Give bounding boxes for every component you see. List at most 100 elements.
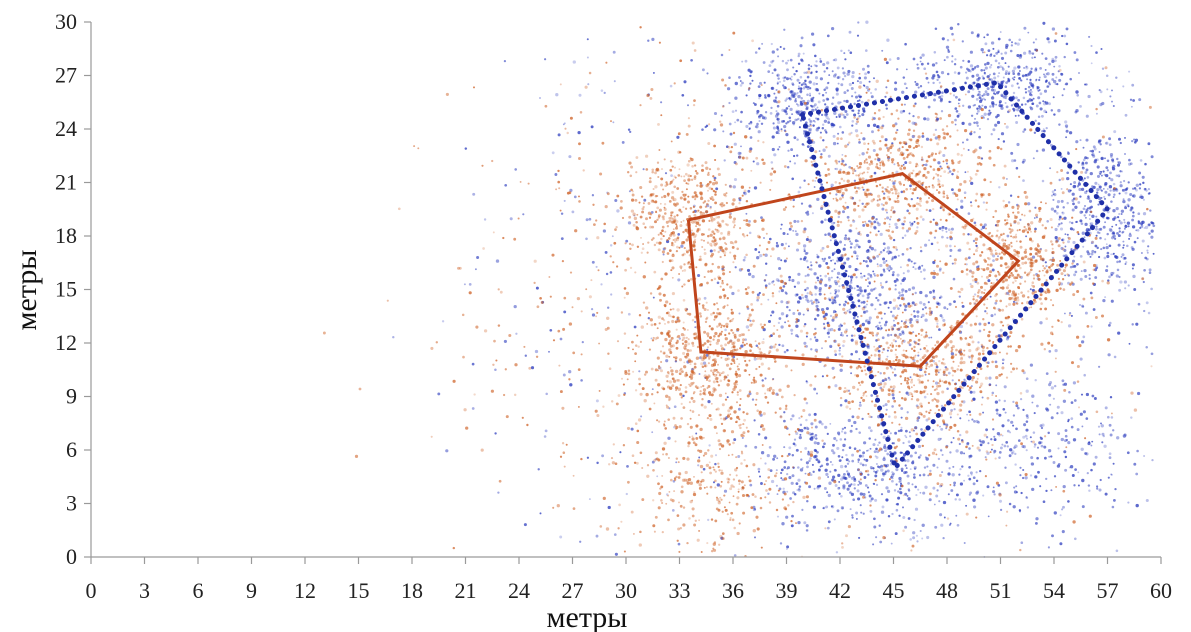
scatter-point (852, 316, 856, 320)
scatter-point (911, 134, 915, 139)
scatter-point (800, 428, 804, 433)
scatter-point (887, 159, 890, 162)
scatter-point (503, 59, 507, 63)
scatter-point (883, 221, 887, 225)
scatter-point (977, 341, 980, 344)
scatter-point (749, 136, 753, 139)
scatter-point (1027, 257, 1030, 261)
scatter-point (1024, 248, 1028, 251)
scatter-point (951, 32, 954, 36)
scatter-point (794, 118, 798, 122)
scatter-point (881, 207, 885, 211)
scatter-point (932, 158, 936, 162)
scatter-point (693, 235, 697, 239)
scatter-point (1129, 192, 1133, 197)
scatter-point (881, 190, 884, 193)
scatter-point (886, 489, 891, 494)
scatter-point (890, 542, 893, 545)
scatter-point (1061, 379, 1065, 383)
scatter-point (483, 218, 487, 221)
scatter-point (834, 301, 837, 304)
scatter-point (907, 482, 910, 485)
scatter-point (1071, 262, 1074, 265)
scatter-point (936, 183, 940, 187)
scatter-point (701, 128, 704, 131)
scatter-point (1076, 262, 1079, 266)
scatter-point (1069, 183, 1072, 186)
scatter-point (940, 97, 943, 101)
scatter-point (1044, 68, 1047, 71)
scatter-point (955, 449, 959, 453)
scatter-point (865, 20, 869, 24)
scatter-point (812, 159, 816, 163)
scatter-point (818, 292, 822, 296)
scatter-point (786, 305, 789, 309)
scatter-point (981, 104, 984, 107)
scatter-point (1012, 414, 1016, 417)
scatter-point (971, 67, 975, 71)
scatter-point (984, 90, 988, 94)
scatter-point (1091, 249, 1095, 253)
scatter-point (803, 248, 806, 251)
scatter-point (830, 327, 834, 332)
scatter-point (867, 257, 870, 260)
scatter-point (1008, 293, 1011, 296)
scatter-point (861, 417, 864, 421)
scatter-point (763, 94, 767, 97)
scatter-point (678, 208, 682, 212)
scatter-point (870, 95, 874, 99)
scatter-point (885, 86, 888, 89)
scatter-point (1129, 208, 1133, 212)
scatter-point (768, 237, 772, 241)
scatter-point (793, 285, 797, 288)
scatter-point (1110, 274, 1113, 277)
scatter-point (1122, 244, 1125, 247)
scatter-point (982, 77, 985, 80)
scatter-point (654, 171, 657, 175)
scatter-point (563, 199, 566, 202)
scatter-point (952, 277, 956, 281)
scatter-point (1122, 434, 1127, 438)
scatter-point (670, 214, 673, 217)
scatter-point (1084, 210, 1088, 214)
scatter-point (954, 123, 957, 126)
scatter-point (681, 93, 685, 97)
scatter-point (793, 438, 797, 441)
scatter-point (1061, 211, 1065, 215)
scatter-point (853, 113, 857, 117)
scatter-point (784, 76, 787, 79)
scatter-point (1124, 136, 1126, 139)
scatter-point (1091, 214, 1095, 218)
scatter-point (776, 48, 779, 51)
scatter-point (626, 170, 630, 174)
scatter-point (990, 448, 993, 451)
scatter-point (1047, 431, 1050, 435)
scatter-point (1029, 288, 1032, 291)
scatter-point (838, 113, 842, 117)
scatter-point (569, 188, 573, 193)
scatter-point (657, 214, 661, 218)
scatter-point (1049, 167, 1052, 170)
scatter-point (677, 542, 681, 546)
scatter-point (1026, 506, 1030, 509)
scatter-point (768, 64, 772, 67)
scatter-point (817, 126, 821, 130)
scatter-point (900, 164, 904, 168)
scatter-point (816, 255, 820, 259)
scatter-point (992, 72, 996, 76)
scatter-point (878, 147, 882, 151)
scatter-point (670, 221, 674, 224)
scatter-point (858, 403, 862, 407)
scatter-point (852, 219, 856, 223)
scatter-point (687, 159, 691, 163)
scatter-point (1084, 222, 1088, 227)
scatter-point (697, 464, 700, 467)
scatter-point (962, 59, 965, 62)
scatter-point (784, 99, 787, 102)
scatter-point (866, 148, 870, 151)
scatter-point (890, 158, 895, 162)
scatter-point (868, 316, 872, 320)
scatter-point (848, 460, 851, 463)
scatter-point (1001, 443, 1004, 446)
scatter-point (820, 183, 823, 186)
